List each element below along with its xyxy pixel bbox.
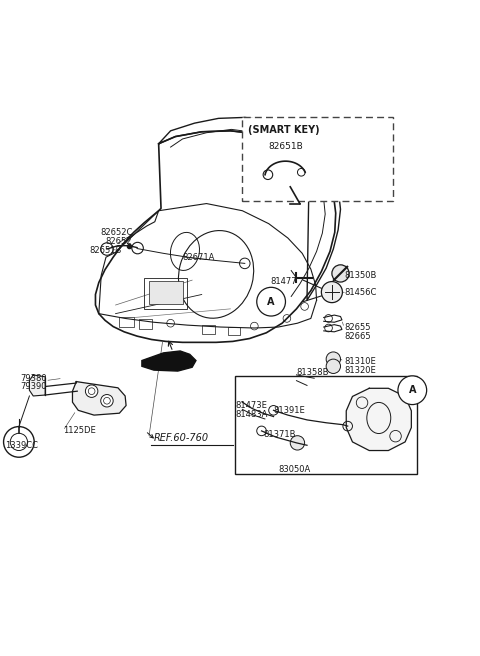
Polygon shape <box>29 375 45 396</box>
Polygon shape <box>142 351 196 371</box>
Text: 79380: 79380 <box>21 374 48 382</box>
Circle shape <box>257 287 286 316</box>
Text: 81350B: 81350B <box>344 271 377 280</box>
Text: 81371B: 81371B <box>263 430 296 439</box>
Text: 1339CC: 1339CC <box>5 441 38 450</box>
Circle shape <box>85 385 98 398</box>
Bar <box>202 325 215 334</box>
Text: A: A <box>267 297 275 306</box>
Bar <box>228 327 240 335</box>
Text: 81310E: 81310E <box>344 357 376 366</box>
Text: (SMART KEY): (SMART KEY) <box>248 125 320 134</box>
Circle shape <box>326 352 340 366</box>
Text: 81456C: 81456C <box>344 288 377 297</box>
Text: 82651B: 82651B <box>269 142 303 152</box>
Circle shape <box>322 281 342 302</box>
Text: 81391E: 81391E <box>274 406 305 415</box>
Text: 83050A: 83050A <box>278 464 311 474</box>
Text: 82665: 82665 <box>344 332 371 341</box>
Text: 79390: 79390 <box>21 382 48 392</box>
Text: 82652C: 82652C <box>100 228 132 237</box>
Bar <box>235 376 417 474</box>
Circle shape <box>332 265 349 282</box>
Text: 81477: 81477 <box>271 277 298 285</box>
Text: A: A <box>408 385 416 395</box>
Text: REF.60-760: REF.60-760 <box>154 433 209 443</box>
Text: 81320E: 81320E <box>344 365 376 375</box>
Text: 82671A: 82671A <box>182 253 215 262</box>
Circle shape <box>101 394 113 407</box>
Text: 81358B: 81358B <box>297 367 329 377</box>
Circle shape <box>3 426 34 457</box>
Polygon shape <box>72 382 126 415</box>
Text: 82655: 82655 <box>344 323 371 333</box>
Bar <box>139 319 152 329</box>
Circle shape <box>326 359 340 373</box>
Text: 82651B: 82651B <box>89 247 121 255</box>
Circle shape <box>290 436 305 450</box>
Text: 82652: 82652 <box>106 237 132 246</box>
Text: 81473E: 81473E <box>235 401 267 410</box>
Polygon shape <box>346 388 411 451</box>
Bar <box>120 316 134 327</box>
Text: 1125DE: 1125DE <box>63 426 96 436</box>
Bar <box>242 117 393 201</box>
Text: 81483A: 81483A <box>235 409 267 419</box>
Bar <box>149 281 182 304</box>
Bar <box>144 277 187 309</box>
Circle shape <box>398 376 427 405</box>
